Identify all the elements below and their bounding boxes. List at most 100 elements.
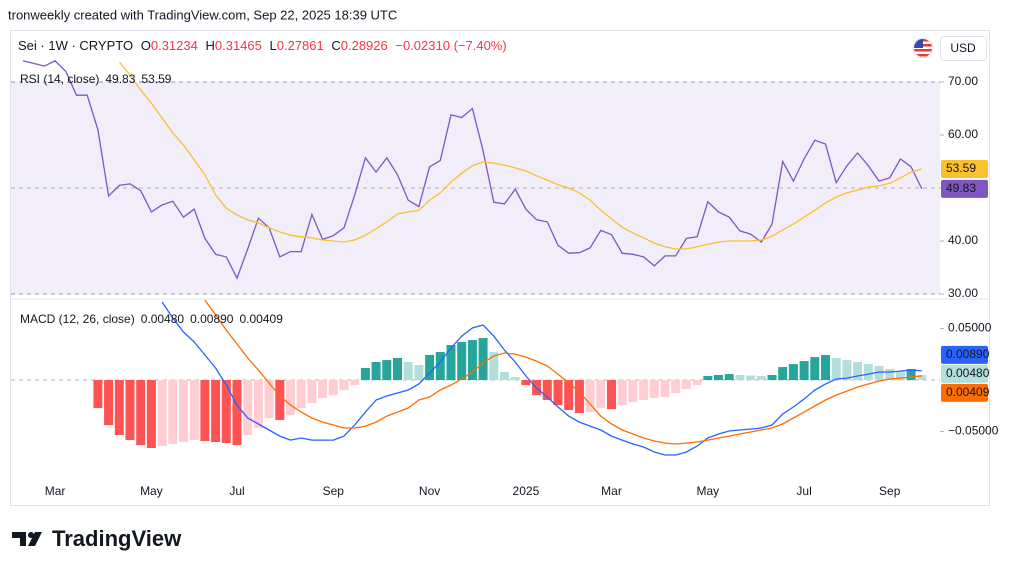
high-value: 0.31465 bbox=[215, 38, 262, 53]
price-badge-label: 53.59 bbox=[946, 161, 976, 175]
price-badge-label: 49.83 bbox=[946, 181, 976, 195]
symbol-name: Sei · 1W · CRYPTO bbox=[18, 38, 133, 53]
price-badge bbox=[941, 159, 988, 178]
histogram-bar bbox=[425, 355, 435, 381]
y-tick-label: 30.00 bbox=[948, 286, 978, 300]
histogram-bar bbox=[585, 380, 595, 413]
histogram-bar bbox=[157, 380, 167, 447]
histogram-bar bbox=[831, 357, 841, 381]
histogram-bar bbox=[681, 380, 691, 389]
histogram-bar bbox=[318, 380, 328, 399]
legend-value: 0.00890 bbox=[190, 312, 234, 326]
histogram-bar bbox=[724, 374, 734, 381]
price-badge-label: 0.00409 bbox=[946, 385, 990, 399]
x-tick-label: 2025 bbox=[513, 484, 540, 498]
x-tick-label: May bbox=[140, 484, 163, 498]
x-tick-label: Mar bbox=[601, 484, 622, 498]
histogram-bar bbox=[617, 380, 627, 406]
histogram-bar bbox=[243, 380, 253, 436]
y-tick-label: −0.05000 bbox=[948, 424, 999, 438]
y-tick-label: 0.05000 bbox=[948, 321, 992, 335]
legend-title: RSI (14, close) bbox=[20, 72, 99, 86]
histogram-bar bbox=[136, 380, 146, 446]
price-badge bbox=[941, 364, 988, 383]
low-value: 0.27861 bbox=[277, 38, 324, 53]
histogram-bar bbox=[104, 380, 114, 426]
histogram-bar bbox=[863, 364, 873, 381]
histogram-bar bbox=[414, 364, 424, 381]
histogram-bar bbox=[917, 375, 927, 381]
histogram-bar bbox=[446, 345, 456, 381]
pane bbox=[11, 300, 940, 456]
histogram-bar bbox=[200, 380, 210, 442]
histogram-bar bbox=[339, 380, 349, 391]
legend-title: MACD (12, 26, close) bbox=[20, 312, 135, 326]
histogram-bar bbox=[179, 380, 188, 443]
open-value: 0.31234 bbox=[151, 38, 198, 53]
histogram-bar bbox=[574, 380, 584, 413]
histogram-bar bbox=[895, 371, 905, 381]
currency-button[interactable] bbox=[940, 36, 987, 61]
line-series bbox=[204, 300, 922, 445]
histogram-bar bbox=[778, 367, 788, 381]
histogram-bar bbox=[510, 377, 520, 381]
price-badge bbox=[941, 179, 988, 198]
histogram-bar bbox=[114, 380, 124, 436]
histogram-bar bbox=[735, 374, 745, 381]
symbol-line: Sei · 1W · CRYPTO O0.31234 H0.31465 L0.2… bbox=[18, 38, 507, 53]
legend-value: 0.00480 bbox=[141, 312, 185, 326]
line-series bbox=[22, 60, 923, 280]
currency[interactable]: USD bbox=[950, 41, 976, 55]
price-badge bbox=[941, 383, 988, 402]
pane bbox=[11, 60, 940, 295]
chart-frame bbox=[10, 30, 990, 506]
histogram-bar bbox=[906, 369, 916, 381]
histogram-bar bbox=[853, 362, 863, 381]
x-tick-label: Jul bbox=[229, 484, 244, 498]
histogram-bar bbox=[350, 380, 360, 386]
histogram-bar bbox=[253, 380, 263, 429]
histogram-bar bbox=[489, 352, 499, 381]
line-series bbox=[118, 61, 922, 250]
histogram-bar bbox=[478, 338, 488, 381]
histogram-bar bbox=[639, 380, 649, 401]
close-label: C bbox=[331, 38, 340, 53]
y-tick-label: 70.00 bbox=[948, 74, 978, 88]
x-tick-label: Sep bbox=[879, 484, 901, 498]
x-tick-label: Sep bbox=[323, 484, 345, 498]
histogram-bar bbox=[842, 360, 852, 381]
histogram-bar bbox=[360, 367, 370, 381]
histogram-bar bbox=[286, 380, 295, 416]
histogram-bar bbox=[211, 380, 221, 443]
histogram-bar bbox=[660, 380, 670, 398]
histogram-bar bbox=[189, 380, 199, 441]
histogram-bar bbox=[232, 380, 242, 446]
histogram-bar bbox=[714, 374, 723, 381]
histogram-bar bbox=[542, 380, 552, 401]
histogram-bar bbox=[703, 376, 713, 381]
histogram-bar bbox=[371, 362, 381, 381]
line-series bbox=[161, 301, 922, 456]
legend-value: 0.00409 bbox=[239, 312, 283, 326]
legend-value: 49.83 bbox=[105, 72, 135, 86]
x-tick-label: May bbox=[696, 484, 719, 498]
histogram-bar bbox=[403, 362, 413, 381]
price-badge-label: 0.00890 bbox=[946, 347, 990, 361]
x-tick-label: Mar bbox=[45, 484, 66, 498]
histogram-bar bbox=[799, 361, 809, 381]
change: −0.02310 (−7.40%) bbox=[395, 38, 506, 53]
histogram-bar bbox=[500, 371, 509, 381]
low-label: L bbox=[270, 38, 277, 53]
high-label: H bbox=[205, 38, 214, 53]
x-tick-label: Jul bbox=[796, 484, 811, 498]
y-tick-label: 40.00 bbox=[948, 233, 978, 247]
histogram-bar bbox=[457, 342, 467, 381]
histogram-bar bbox=[296, 380, 306, 409]
price-badge-label: 0.00480 bbox=[946, 366, 990, 380]
histogram-bar bbox=[221, 380, 231, 444]
histogram-bar bbox=[564, 380, 574, 411]
histogram-bar bbox=[435, 352, 445, 381]
histogram-bar bbox=[125, 380, 135, 441]
